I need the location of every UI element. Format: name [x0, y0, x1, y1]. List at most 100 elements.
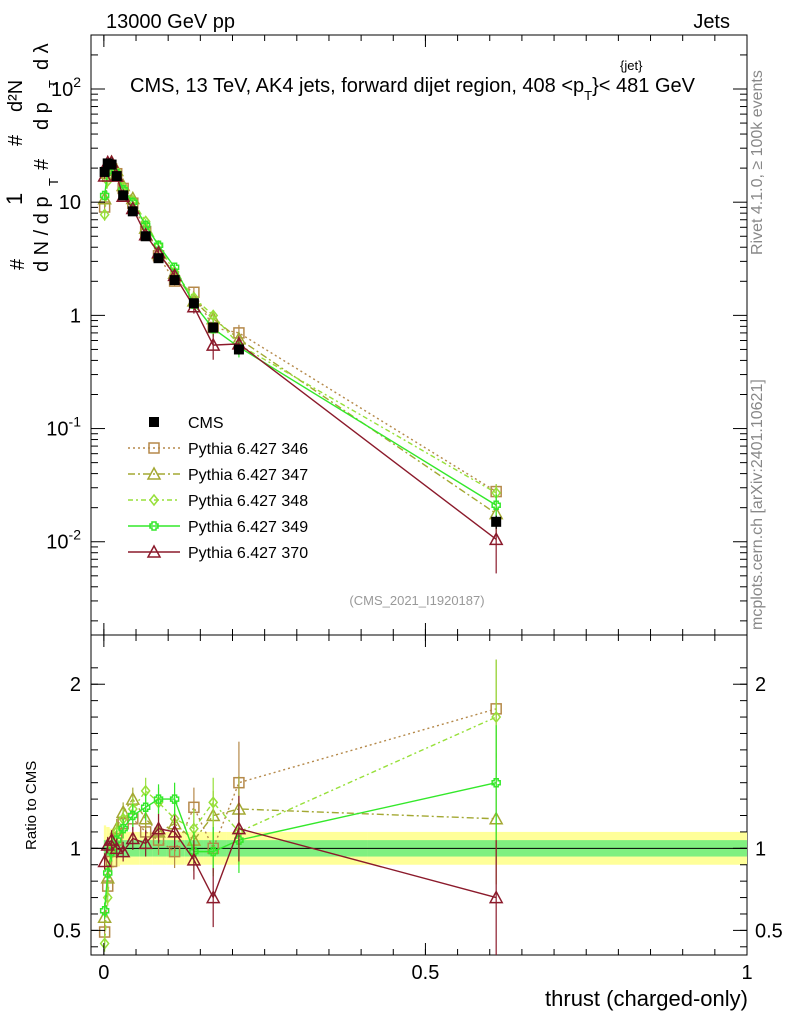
main-point — [153, 240, 164, 251]
cms-point — [491, 516, 502, 527]
ratio-point — [208, 796, 219, 809]
legend-marker — [149, 417, 159, 427]
rivet-label: Rivet 4.1.0, ≥ 100k events — [749, 70, 766, 255]
energy-label: 13000 GeV pp — [106, 11, 235, 33]
main-point — [99, 190, 110, 201]
ratio-point — [186, 852, 202, 866]
ratio-point — [167, 824, 182, 838]
main-point — [140, 220, 151, 231]
legend-label: Pythia 6.427 347 — [188, 467, 308, 484]
legend-item: Pythia 6.427 349 — [128, 519, 308, 536]
ratio-point — [491, 777, 501, 788]
ratio-frame — [90, 634, 748, 956]
main-point — [97, 191, 112, 205]
ratio-y-tick-label: 1 — [70, 838, 81, 860]
main-point — [208, 309, 219, 322]
main-point — [169, 262, 180, 272]
ratio-y-tick-label-right: 2 — [755, 674, 766, 696]
ratio-point — [140, 802, 151, 813]
y-tick-label: 1 — [70, 305, 81, 327]
ratio-point — [97, 853, 112, 868]
y-tick-label: 10-2 — [46, 527, 81, 554]
cms-point — [153, 253, 164, 264]
cms-point — [118, 190, 129, 201]
legend-marker — [146, 466, 162, 480]
ratio-point — [138, 835, 153, 850]
ratio-point — [488, 889, 504, 904]
legend-label: Pythia 6.427 348 — [188, 493, 308, 510]
x-tick-label: 0 — [98, 962, 109, 984]
main-point — [128, 197, 138, 208]
title-subscript: T — [584, 88, 592, 103]
ylabel-den-lambda: d λ — [31, 43, 53, 70]
legend: CMS Pythia 6.427 346 Pythia 6.427 347 Pythi… — [128, 415, 308, 562]
main-point — [488, 531, 504, 546]
legend-label: Pythia 6.427 349 — [188, 519, 308, 536]
y-tick-label: 10 — [59, 192, 81, 214]
ratio-point — [99, 905, 110, 916]
mcplots-label: mcplots.cern.ch [arXiv:2401.10621] — [749, 379, 766, 630]
title-main: CMS, 13 TeV, AK4 jets, forward dijet reg… — [130, 75, 584, 97]
ratio-point — [151, 821, 166, 835]
legend-item: Pythia 6.427 370 — [128, 544, 308, 562]
cms-point — [111, 171, 122, 182]
main-point — [205, 337, 221, 351]
cms-point — [169, 275, 180, 286]
ratio-point — [189, 846, 199, 857]
legend-label: Pythia 6.427 370 — [188, 545, 308, 562]
ratio-point — [118, 823, 128, 834]
ratio-point — [100, 870, 115, 884]
plot-title: CMS, 13 TeV, AK4 jets, forward dijet reg… — [130, 75, 696, 103]
cms-point — [127, 206, 138, 217]
cms-point — [233, 344, 244, 355]
ratio-point — [102, 891, 113, 904]
ratio-point — [125, 830, 141, 845]
cms-point — [208, 322, 219, 333]
ratio-y-tick-label: 0.5 — [53, 920, 81, 942]
main-series-line — [103, 160, 497, 515]
ylabel-num-frac: 1 — [2, 193, 27, 205]
legend-marker — [146, 544, 162, 558]
ratio-point — [234, 835, 244, 845]
ylabel-sub-t1: T — [46, 178, 61, 186]
legend-marker — [148, 442, 160, 454]
ratio-series-line — [103, 708, 497, 933]
ratio-point — [111, 835, 122, 845]
x-tick-label: 0.5 — [412, 962, 440, 984]
ratio-y-tick-label-right: 1 — [755, 838, 766, 860]
cms-point — [140, 231, 151, 242]
main-point — [491, 500, 501, 511]
cms-point — [188, 298, 199, 309]
analysis-id: (CMS_2021_I1920187) — [349, 593, 484, 608]
ylabel-den-d2: d p — [31, 102, 53, 130]
main-series-layer — [97, 154, 504, 574]
legend-item: Pythia 6.427 348 — [128, 493, 308, 510]
ratio-point — [491, 710, 502, 724]
ratio-point — [231, 821, 247, 835]
cms-point — [99, 166, 110, 177]
ratio-y-tick-label: 2 — [70, 674, 81, 696]
ratio-point — [153, 794, 164, 804]
category-label: Jets — [693, 11, 730, 33]
ratio-point — [138, 811, 153, 825]
ratio-point — [115, 844, 131, 858]
legend-item: CMS — [149, 415, 224, 432]
ratio-y-tick-label-right: 0.5 — [755, 920, 783, 942]
ratio-point — [104, 832, 119, 846]
ratio-point — [128, 810, 138, 821]
ylabel-hash3: # — [31, 158, 53, 170]
ratio-series-layer — [97, 659, 504, 955]
ylabel-den-frac: d N / d p — [31, 196, 53, 272]
ylabel-hash1: # — [7, 258, 29, 270]
ratio-point — [208, 846, 218, 857]
title-end: }< 481 GeV — [592, 75, 696, 97]
x-tick-label: 1 — [741, 962, 752, 984]
cms-point — [106, 159, 117, 170]
y-axis-label-ratio: Ratio to CMS — [23, 761, 40, 850]
ratio-point — [169, 794, 180, 804]
title-superscript: {jet} — [620, 58, 643, 73]
y-tick-label: 102 — [51, 74, 81, 101]
legend-label: CMS — [188, 415, 224, 432]
